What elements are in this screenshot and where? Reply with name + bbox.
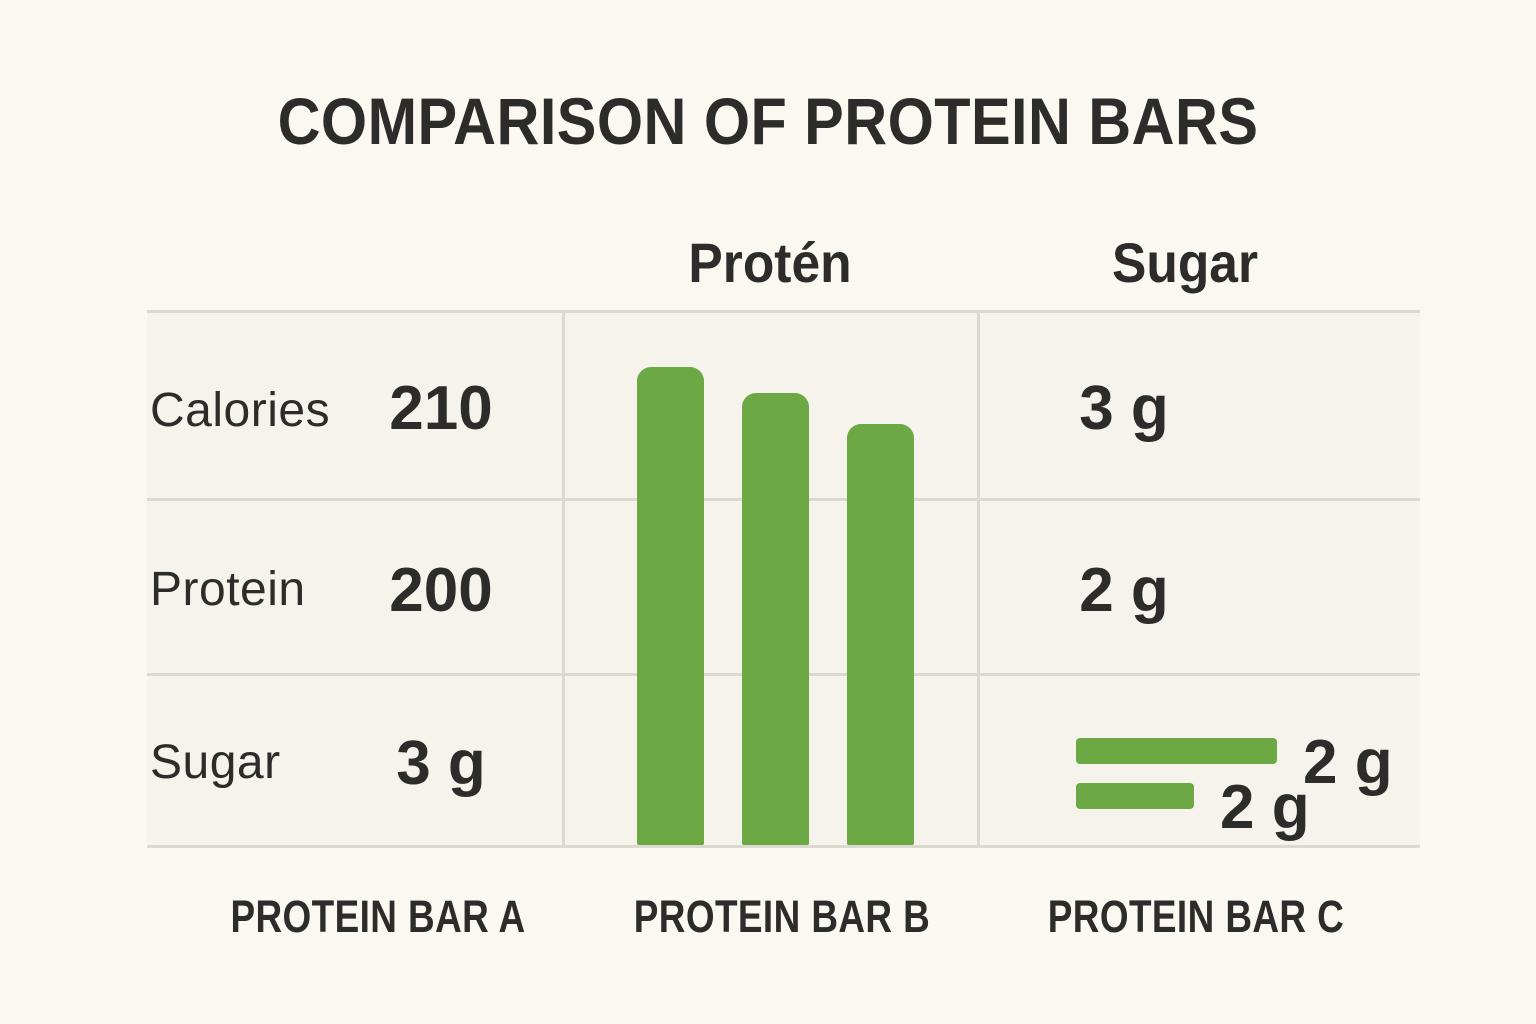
grid-vertical-line	[562, 310, 565, 848]
row-value-protein: 200	[389, 556, 493, 625]
category-label-protein-bar-c: PROTEIN BAR C	[1047, 891, 1345, 942]
sugar-horizontal-bar-long	[1076, 738, 1277, 764]
category-label-protein-bar-a: PROTEIN BAR A	[230, 891, 526, 942]
row-label-calories: Calories	[150, 384, 331, 437]
row-label-protein: Protein	[150, 563, 306, 616]
column-header-sugar: Sugar	[1111, 231, 1258, 294]
grid-vertical-line	[977, 310, 980, 848]
sugar-horizontal-bar-short-label: 2 g	[1220, 773, 1310, 842]
sugar-value-row-calories: 3 g	[1079, 374, 1169, 443]
row-value-sugar: 3 g	[396, 729, 486, 798]
vertical-bar-3	[847, 424, 914, 845]
grid-horizontal-line	[147, 845, 1420, 848]
row-value-calories: 210	[389, 374, 493, 443]
column-header-protein: Protén	[688, 231, 852, 294]
row-label-sugar: Sugar	[150, 736, 281, 789]
category-label-protein-bar-b: PROTEIN BAR B	[633, 891, 931, 942]
sugar-value-row-protein: 2 g	[1079, 556, 1169, 625]
vertical-bar-2	[742, 393, 809, 845]
sugar-horizontal-bar-long-label: 2 g	[1303, 728, 1393, 797]
sugar-horizontal-bar-short	[1076, 783, 1194, 809]
vertical-bar-1	[637, 367, 704, 845]
chart-title: COMPARISON OF PROTEIN BARS	[277, 84, 1259, 158]
grid-horizontal-line	[147, 310, 1420, 313]
